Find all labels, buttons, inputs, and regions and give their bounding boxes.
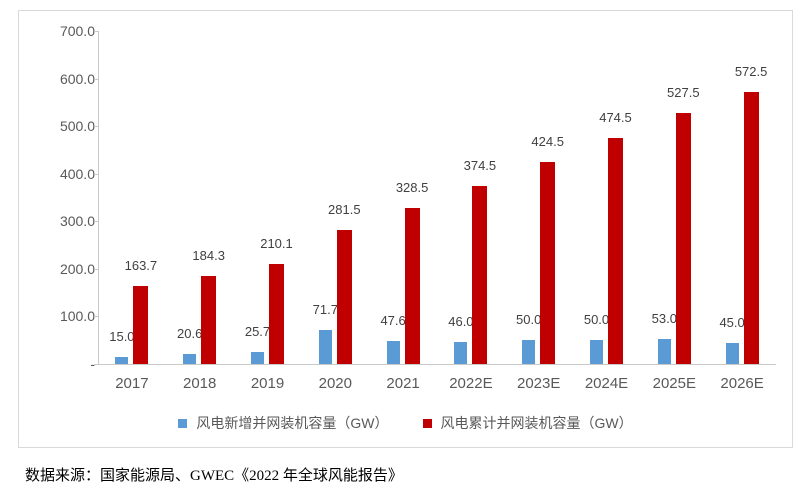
y-axis-line (98, 31, 99, 364)
y-tick-label: 200.0 (59, 260, 95, 277)
bar-new-capacity-2018 (183, 354, 197, 364)
bar-new-capacity-2021 (386, 341, 400, 364)
data-label-new-capacity-2019: 25.7 (244, 324, 271, 339)
legend-swatch-blue (178, 418, 188, 428)
y-tick-mark (94, 221, 98, 223)
x-axis-line (98, 364, 776, 365)
bar-cumulative-2026E (743, 92, 759, 364)
y-tick-label: 500.0 (59, 118, 95, 135)
y-tick-label: 400.0 (59, 165, 95, 182)
y-tick-label: 100.0 (59, 308, 95, 325)
x-tick-label-2021: 2021 (386, 375, 420, 392)
data-label-cumulative-2019: 210.1 (260, 236, 293, 251)
bar-cumulative-2018 (201, 276, 217, 364)
x-tick-label-2023E: 2023E (517, 375, 561, 392)
legend-label: 风电累计并网装机容量（GW） (440, 415, 633, 431)
x-tick-label-2024E: 2024E (584, 375, 629, 392)
y-tick-mark (94, 126, 98, 128)
bar-new-capacity-2020 (318, 330, 332, 364)
bar-new-capacity-2024E (590, 340, 603, 364)
legend-item-cumulative-capacity: 风电累计并网装机容量（GW） (422, 413, 633, 433)
bar-cumulative-2020 (336, 230, 352, 364)
x-tick-label-2026E: 2026E (720, 375, 764, 392)
data-label-cumulative-2020: 281.5 (328, 202, 361, 217)
data-label-new-capacity-2025E: 53.0 (651, 311, 677, 326)
x-tick-label-2019: 2019 (250, 375, 285, 392)
x-tick-label-2018: 2018 (183, 375, 217, 392)
data-label-cumulative-2022E: 374.5 (463, 158, 497, 173)
bar-new-capacity-2026E (725, 343, 739, 364)
data-label-new-capacity-2018: 20.6 (177, 326, 203, 341)
bar-cumulative-2024E (608, 138, 623, 364)
y-tick-label: 600.0 (59, 70, 95, 87)
y-tick-mark (94, 78, 98, 80)
legend-label: 风电新增并网装机容量（GW） (196, 415, 389, 431)
data-label-cumulative-2018: 184.3 (192, 248, 225, 263)
bar-new-capacity-2025E (657, 339, 671, 364)
x-tick-label-2022E: 2022E (449, 375, 493, 392)
wind-capacity-bar-chart: 700.0 600.0 500.0 400.0 300.0 200.0 100.0 - 15.… (18, 10, 793, 448)
data-label-cumulative-2021: 328.5 (395, 180, 429, 195)
bar-new-capacity-2023E (522, 340, 536, 364)
source-note: 数据来源：国家能源局、GWEC《2022 年全球风能报告》 (25, 468, 403, 484)
data-label-cumulative-2023E: 424.5 (531, 134, 564, 149)
data-label-new-capacity-2020: 71.7 (312, 302, 338, 317)
data-label-new-capacity-2021: 47.6 (380, 313, 406, 328)
y-tick-mark (94, 173, 98, 175)
y-tick-mark (94, 316, 98, 318)
bar-new-capacity-2019 (251, 352, 264, 364)
bar-new-capacity-2017 (115, 357, 129, 364)
bar-cumulative-2025E (675, 113, 691, 364)
bar-cumulative-2023E (540, 162, 556, 364)
data-label-cumulative-2026E: 572.5 (734, 64, 768, 79)
bar-cumulative-2022E (472, 186, 488, 364)
y-tick-mark (94, 268, 98, 270)
data-label-new-capacity-2017: 15.0 (109, 329, 135, 344)
data-label-new-capacity-2024E: 50.0 (583, 312, 610, 327)
x-tick-label-2025E: 2025E (652, 375, 696, 392)
bar-cumulative-2021 (404, 208, 420, 364)
legend-item-new-capacity: 风电新增并网装机容量（GW） (178, 413, 389, 433)
y-tick-mark (94, 364, 98, 365)
bar-cumulative-2017 (133, 286, 149, 364)
data-label-cumulative-2024E: 474.5 (599, 110, 632, 125)
legend: 风电新增并网装机容量（GW） 风电累计并网装机容量（GW） (19, 413, 792, 433)
bar-cumulative-2019 (269, 264, 284, 364)
legend-swatch-red (422, 418, 432, 428)
data-label-cumulative-2017: 163.7 (124, 258, 158, 273)
y-tick-label: 700.0 (59, 23, 95, 39)
y-tick-label: 300.0 (59, 213, 95, 230)
bar-new-capacity-2022E (454, 342, 468, 364)
x-tick-label-2020: 2020 (318, 375, 352, 392)
data-label-new-capacity-2023E: 50.0 (516, 312, 542, 327)
x-tick-label-2017: 2017 (115, 375, 149, 392)
data-label-new-capacity-2026E: 45.0 (719, 315, 745, 330)
y-tick-label: - (90, 356, 95, 372)
y-tick-mark (94, 31, 98, 32)
data-label-cumulative-2025E: 527.5 (667, 85, 700, 100)
data-label-new-capacity-2022E: 46.0 (448, 314, 474, 329)
